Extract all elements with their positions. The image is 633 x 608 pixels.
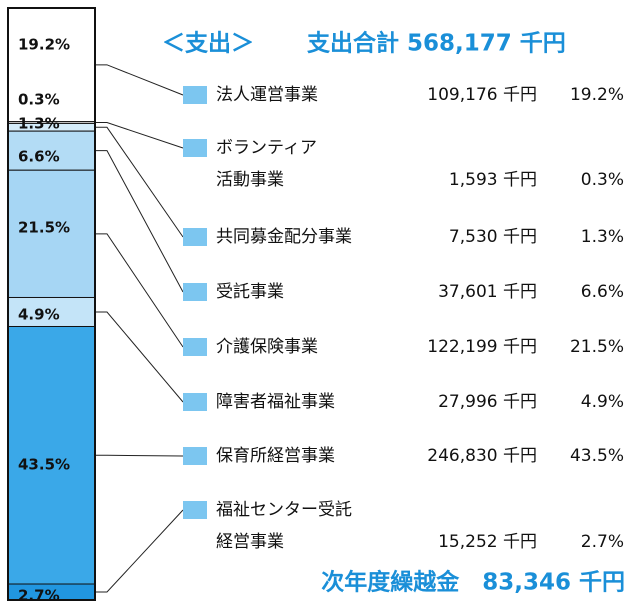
legend-swatch — [183, 86, 207, 104]
legend-label: 共同募金配分事業 — [216, 227, 352, 247]
chart-title: ＜支出＞ — [162, 31, 254, 57]
percent-label: 43.5% — [570, 446, 624, 466]
legend-label: 障害者福祉事業 — [216, 392, 335, 412]
leader-line — [95, 311, 184, 403]
percent-label: 0.3% — [581, 170, 624, 190]
legend-label: 保育所経営事業 — [216, 446, 335, 466]
percent-label: 21.5% — [570, 337, 624, 357]
leader-line — [95, 126, 184, 238]
amount-label: 109,176 千円 — [427, 85, 537, 105]
legend-swatch — [183, 228, 207, 246]
percent-label: 2.7% — [581, 532, 624, 552]
bar-label: 21.5% — [18, 219, 70, 237]
legend-swatch — [183, 283, 207, 301]
legend-label: 活動事業 — [216, 170, 284, 190]
bar-segment — [7, 7, 96, 123]
legend-label: 受託事業 — [216, 282, 284, 302]
amount-label: 1,593 千円 — [449, 170, 537, 190]
amount-label: 27,996 千円 — [438, 392, 537, 412]
amount-label: 246,830 千円 — [427, 446, 537, 466]
leader-line — [95, 233, 184, 348]
amount-label: 37,601 千円 — [438, 282, 537, 302]
bar-outline — [7, 7, 96, 601]
amount-label: 7,530 千円 — [449, 227, 537, 247]
bar-label: 4.9% — [18, 306, 60, 324]
percent-label: 6.6% — [581, 282, 624, 302]
footer: 次年度繰越金 83,346 千円 — [321, 569, 625, 596]
chart-subtitle: 支出合計 568,177 千円 — [306, 30, 566, 57]
leader-line — [95, 122, 184, 149]
bar-segment — [7, 325, 96, 585]
percent-label: 19.2% — [570, 85, 624, 105]
legend-swatch — [183, 139, 207, 157]
legend-label: 福祉センター受託 — [216, 500, 352, 520]
bar-label: 2.7% — [18, 587, 60, 605]
bar-label: 6.6% — [18, 148, 60, 166]
bar-label: 43.5% — [18, 456, 70, 474]
leader-line — [95, 454, 184, 457]
legend-swatch — [183, 338, 207, 356]
amount-label: 15,252 千円 — [438, 532, 537, 552]
bar-segment — [7, 130, 96, 171]
legend-label: 介護保険事業 — [216, 337, 318, 357]
leader-line — [95, 150, 184, 293]
bar-label: 1.3% — [18, 115, 60, 133]
legend-label: ボランティア — [216, 138, 317, 158]
bar-label: 0.3% — [18, 91, 60, 109]
legend-label: 経営事業 — [216, 532, 284, 552]
percent-label: 1.3% — [581, 227, 624, 247]
bar-segment — [7, 169, 96, 298]
leader-line — [95, 64, 184, 96]
legend-swatch — [183, 447, 207, 465]
legend-swatch — [183, 501, 207, 519]
percent-label: 4.9% — [581, 392, 624, 412]
leader-line — [95, 509, 184, 593]
bar-label: 19.2% — [18, 36, 70, 54]
legend-swatch — [183, 393, 207, 411]
amount-label: 122,199 千円 — [427, 337, 537, 357]
legend-label: 法人運営事業 — [216, 85, 318, 105]
